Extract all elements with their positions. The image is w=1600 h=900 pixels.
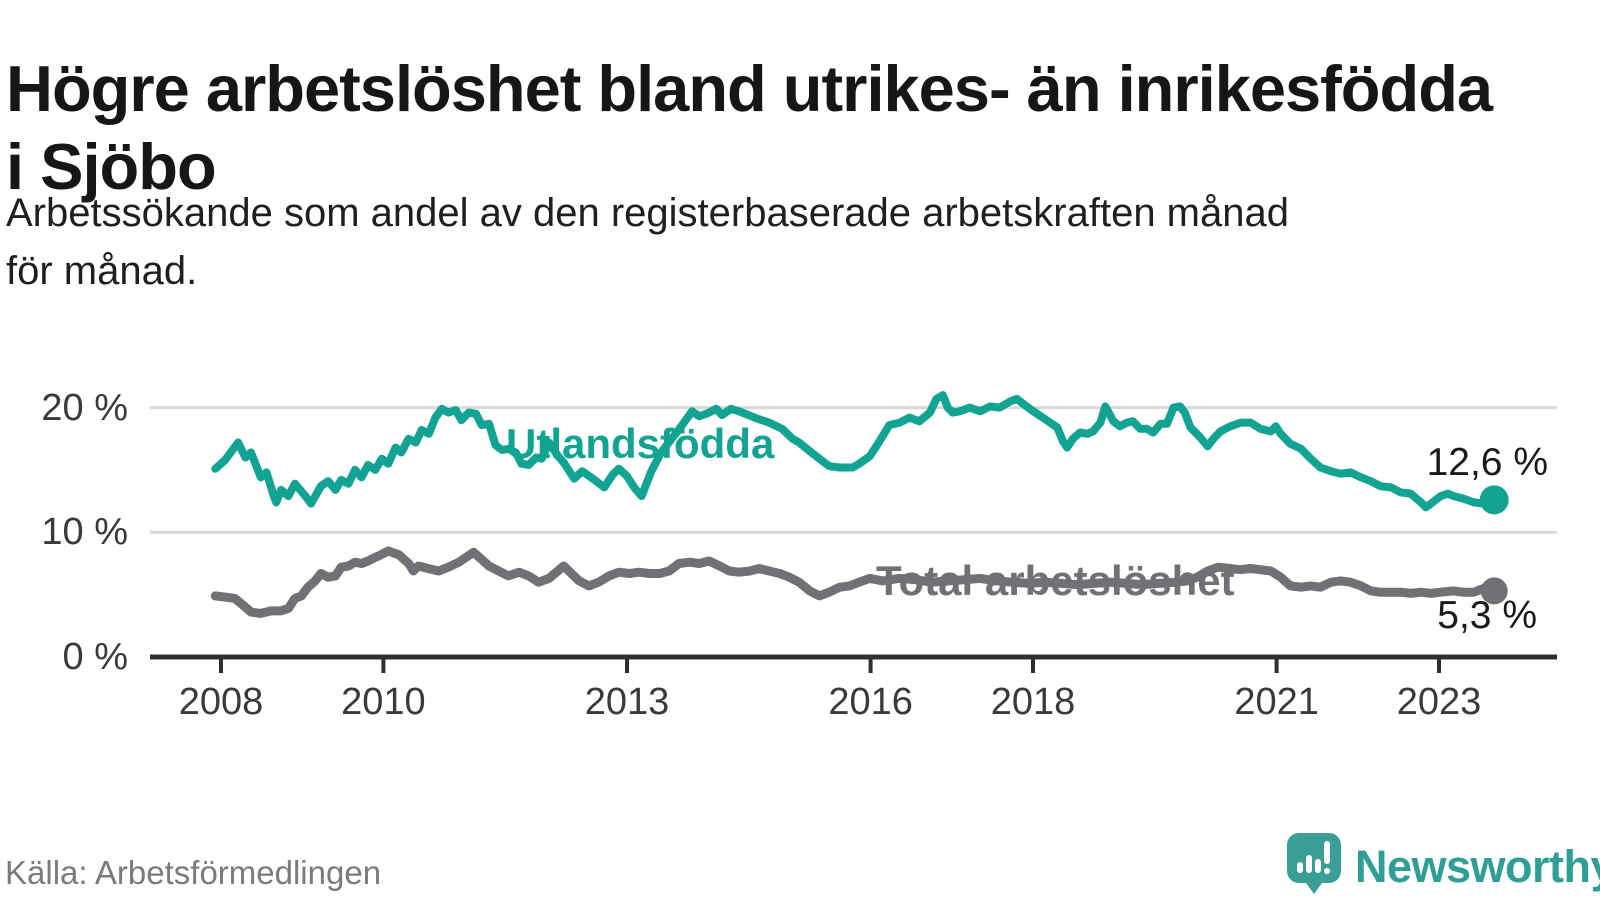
page-title: Högre arbetslöshet bland utrikes- än inr…: [6, 51, 1493, 203]
value-label-utlandsfodda: 12,6 %: [1426, 441, 1548, 484]
newsworthy-logo[interactable]: Newsworthy: [1286, 832, 1600, 900]
end-dot-total-arbetsloshet: [1480, 577, 1508, 605]
series-line-utlandsfodda: [211, 391, 1499, 512]
newsworthy-logo-text: Newsworthy: [1355, 840, 1600, 892]
y-tick-label: 0 %: [62, 636, 128, 678]
x-tick-label: 2016: [828, 681, 913, 723]
y-tick-label: 20 %: [41, 386, 128, 429]
subtitle: Arbetssökande som andel av den registerb…: [6, 184, 1289, 300]
series-label-total-arbetsloshet: Total arbetslöshet: [876, 557, 1235, 604]
x-tick-label: 2010: [341, 681, 426, 723]
end-dot-utlandsfodda: [1479, 485, 1509, 515]
newsworthy-speech-bubble-chart-icon: [1286, 832, 1342, 900]
x-tick-label: 2013: [584, 681, 670, 723]
series-label-utlandsfodda: Utlandsfödda: [506, 420, 775, 467]
x-tick-label: 2018: [990, 681, 1076, 723]
x-tick-label: 2021: [1234, 681, 1319, 723]
value-label-total-arbetsloshet: 5,3 %: [1437, 594, 1537, 637]
x-tick-label: 2008: [178, 681, 264, 723]
subtitle-line-1: Arbetssökande som andel av den registerb…: [6, 191, 1289, 235]
series-line-total-arbetsloshet: [210, 546, 1499, 618]
y-tick-label: 10 %: [41, 511, 128, 554]
subtitle-line-2: för månad.: [6, 249, 198, 293]
source-text: Källa: Arbetsförmedlingen: [5, 854, 382, 891]
x-tick-label: 2023: [1396, 681, 1482, 723]
